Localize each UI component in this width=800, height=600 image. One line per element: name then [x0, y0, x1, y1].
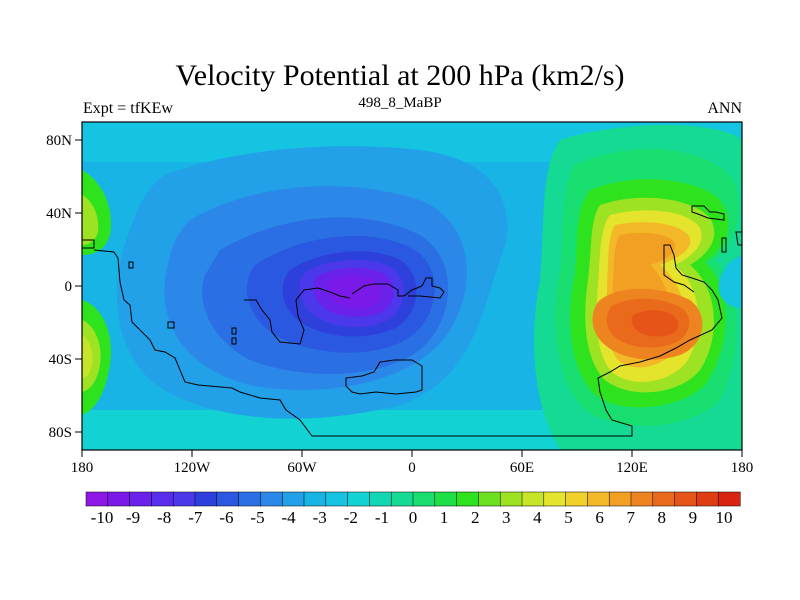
colorbar-box	[369, 491, 392, 507]
colorbar-box	[151, 491, 174, 507]
colorbar-label: 6	[595, 508, 604, 527]
colorbar-box	[107, 491, 131, 507]
colorbar-box	[456, 491, 479, 507]
dateline-positive-lobes	[82, 170, 111, 415]
colorbar-label: 1	[440, 508, 449, 527]
case-label: 498_8_MaBP	[358, 95, 442, 111]
colorbar-box	[194, 491, 218, 507]
colorbar-label: -2	[344, 508, 358, 527]
colorbar-box	[281, 491, 305, 507]
y-tick-label: 80N	[46, 133, 72, 149]
colorbar-label: -8	[157, 508, 171, 527]
colorbar-label: 9	[689, 508, 698, 527]
colorbar-labels: -10 -9 -8 -7 -6 -5 -4 -3 -2 -1 0 1 2 3 4 5 6 7 8 9 10	[91, 508, 733, 527]
x-tick-label: 120E	[616, 460, 648, 476]
colorbar-label: 8	[658, 508, 667, 527]
y-tick-label: 80S	[49, 425, 72, 441]
colorbar-box	[129, 491, 152, 507]
colorbar-label: 0	[409, 508, 418, 527]
season-label: ANN	[707, 100, 742, 117]
x-tick-label: 60W	[287, 460, 317, 476]
colorbar-box	[303, 491, 327, 507]
colorbar-box	[238, 491, 261, 507]
x-tick-label: 60E	[510, 460, 534, 476]
colorbar-label: 2	[471, 508, 480, 527]
negative-anomaly-region	[116, 146, 508, 419]
velocity-potential-field	[82, 122, 742, 450]
colorbar-box	[347, 491, 370, 507]
colorbar-box	[216, 491, 240, 507]
colorbar-box	[587, 491, 610, 507]
colorbar-box	[674, 491, 697, 507]
tick-marks	[75, 139, 743, 457]
colorbar-label: -6	[219, 508, 233, 527]
y-tick-labels: 80N 40N 0 40S 80S	[46, 133, 72, 441]
colorbar-box	[434, 491, 458, 507]
colorbar-box	[717, 491, 741, 507]
colorbar-label: -1	[375, 508, 389, 527]
east-minimum-lobe	[718, 255, 742, 308]
y-tick-label: 0	[65, 279, 73, 295]
colorbar-box	[499, 491, 523, 507]
colorbar-box	[260, 491, 283, 507]
colorbar-label: 7	[626, 508, 635, 527]
colorbar-label: -7	[188, 508, 203, 527]
colorbar-label: -3	[313, 508, 327, 527]
x-tick-label: 180	[71, 460, 94, 476]
x-tick-label: 0	[408, 460, 416, 476]
experiment-label: Expt = tfKEw	[83, 100, 173, 117]
colorbar-box	[85, 491, 109, 507]
colorbar-label: -4	[282, 508, 297, 527]
positive-anomaly-region	[534, 125, 742, 450]
colorbar-box	[390, 491, 414, 507]
colorbar-box	[478, 491, 501, 507]
x-tick-label: 120W	[174, 460, 212, 476]
x-tick-labels: 180 120W 60W 0 60E 120E 180	[71, 460, 754, 476]
colorbar-box	[325, 491, 349, 507]
colorbar-box	[630, 491, 654, 507]
colorbar-label: 10	[716, 508, 733, 527]
colorbar-box	[696, 491, 719, 507]
x-tick-label: 180	[731, 460, 754, 476]
colorbar-label: 4	[533, 508, 542, 527]
colorbar-label: 3	[502, 508, 511, 527]
colorbar-label: -9	[126, 508, 140, 527]
colorbar	[85, 491, 741, 507]
colorbar-box	[565, 491, 588, 507]
plot-title: Velocity Potential at 200 hPa (km2/s)	[175, 59, 625, 92]
colorbar-box	[412, 491, 436, 507]
colorbar-box	[521, 491, 545, 507]
y-tick-label: 40S	[49, 352, 72, 368]
colorbar-box	[652, 491, 676, 507]
colorbar-box	[608, 491, 632, 507]
coastlines	[82, 205, 743, 437]
y-tick-label: 40N	[46, 206, 72, 222]
colorbar-label: -10	[91, 508, 114, 527]
colorbar-box	[543, 491, 567, 507]
colorbar-label: 5	[564, 508, 573, 527]
colorbar-box	[172, 491, 196, 507]
colorbar-label: -5	[250, 508, 264, 527]
